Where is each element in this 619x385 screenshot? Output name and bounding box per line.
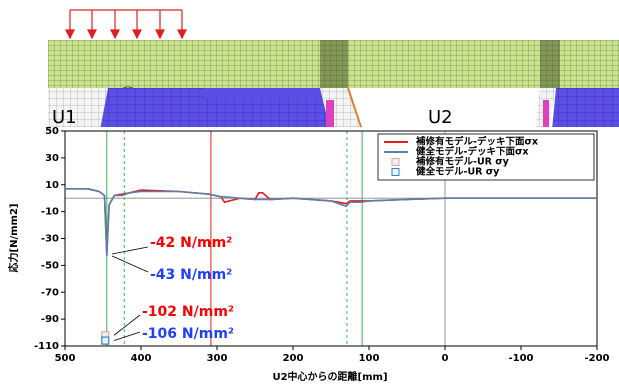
figure-label: U1 bbox=[52, 107, 77, 128]
y-tick-label: 30 bbox=[45, 153, 59, 164]
x-tick-label: 100 bbox=[359, 353, 380, 364]
screenshot: U1 U2 U2中心からの距離[mm] 応力[N/mm2] 50 30 10 -10 -… bbox=[0, 0, 619, 385]
legend-swatch bbox=[392, 169, 399, 176]
x-tick-label: 500 bbox=[55, 353, 76, 364]
annotation: -43 N/mm² bbox=[150, 267, 232, 283]
legend-label: 健全モデル-UR σy bbox=[416, 166, 500, 178]
annotation: -102 N/mm² bbox=[142, 304, 234, 320]
annotation: -42 N/mm² bbox=[150, 235, 232, 251]
x-tick-label: -100 bbox=[508, 353, 533, 364]
x-axis-label: U2中心からの距離[mm] bbox=[272, 370, 387, 383]
x-tick-label: -200 bbox=[584, 353, 609, 364]
x-tick-label: 400 bbox=[131, 353, 152, 364]
mesh-figure: U1 U2 bbox=[48, 10, 619, 130]
y-tick-label: -70 bbox=[41, 287, 59, 298]
y-tick-label: -50 bbox=[41, 260, 59, 271]
x-tick-label: 200 bbox=[283, 353, 304, 364]
figure-label: U2 bbox=[428, 107, 453, 128]
y-tick-label: 50 bbox=[45, 126, 59, 137]
y-tick-label: -90 bbox=[41, 314, 59, 325]
x-tick-label: 0 bbox=[442, 353, 449, 364]
y-axis-label: 応力[N/mm2] bbox=[7, 204, 20, 273]
y-tick-label: -30 bbox=[41, 234, 59, 245]
legend-swatch bbox=[392, 159, 399, 166]
y-tick-label: 10 bbox=[45, 180, 59, 191]
annotation: -106 N/mm² bbox=[142, 326, 234, 342]
y-tick-label: -110 bbox=[34, 341, 59, 352]
scatter-point bbox=[102, 337, 109, 344]
y-tick-label: -10 bbox=[41, 207, 59, 218]
x-tick-label: 300 bbox=[207, 353, 228, 364]
